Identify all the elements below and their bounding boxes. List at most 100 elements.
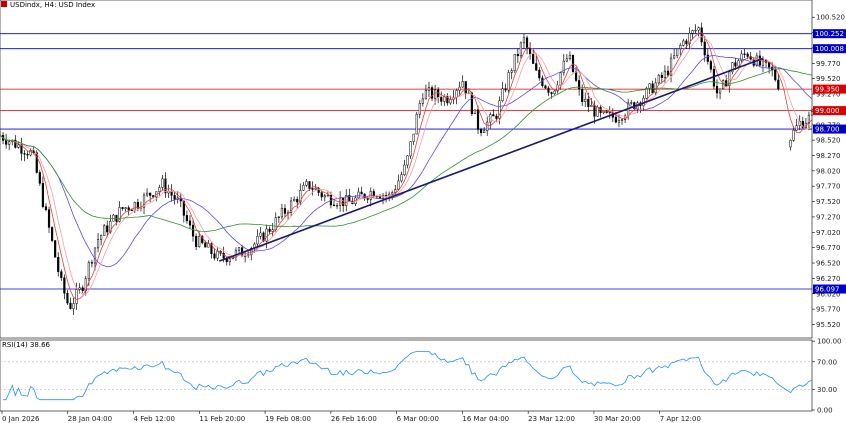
candle-body xyxy=(740,53,743,61)
x-tick-label: 30 Mar 20:00 xyxy=(594,415,641,423)
candle-body xyxy=(504,88,507,91)
y-tick-label: 95.770 xyxy=(816,306,841,314)
candle-body xyxy=(308,181,311,189)
candle-body xyxy=(645,87,648,99)
x-tick-label: 19 Feb 08:00 xyxy=(265,415,311,423)
y-tick-label: 98.020 xyxy=(816,167,841,175)
y-tick-label: 96.520 xyxy=(816,260,841,268)
candle-body xyxy=(274,217,277,230)
candle-body xyxy=(673,55,676,59)
y-tick-label: 97.770 xyxy=(816,183,841,191)
candle-body xyxy=(305,181,308,186)
rsi-tick-label: 100.00 xyxy=(817,338,842,346)
moving-average-line xyxy=(0,68,813,232)
candle-body xyxy=(133,202,136,211)
candle-body xyxy=(271,229,274,232)
candle-body xyxy=(406,155,409,166)
y-tick-label: 97.520 xyxy=(816,198,841,206)
x-tick-label: 7 Apr 12:00 xyxy=(660,415,701,423)
candle-body xyxy=(774,69,777,81)
candle-body xyxy=(685,40,688,45)
candle-body xyxy=(57,257,60,272)
candle-body xyxy=(23,153,26,155)
candle-body xyxy=(437,89,440,98)
level-tag-label: 99.350 xyxy=(815,86,840,94)
chart-title: USDindx, H4: USD Index xyxy=(10,1,95,9)
x-tick-label: 28 Jan 04:00 xyxy=(68,415,112,423)
candle-body xyxy=(161,178,164,188)
candle-body xyxy=(412,133,415,142)
candle-body xyxy=(715,86,719,94)
candle-body xyxy=(130,209,133,212)
candle-body xyxy=(210,243,213,254)
candle-body xyxy=(559,72,562,86)
rsi-tick-label: 70.00 xyxy=(817,358,837,366)
y-tick-label: 97.270 xyxy=(816,213,841,221)
level-tag xyxy=(813,124,846,134)
candle-body xyxy=(440,97,443,102)
candle-body xyxy=(87,262,90,280)
candle-body xyxy=(185,215,189,222)
candle-body xyxy=(734,62,737,67)
candle-body xyxy=(761,59,765,66)
candle-body xyxy=(421,98,424,104)
candle-body xyxy=(41,183,44,207)
candle-body xyxy=(706,54,709,62)
y-tick-label: 96.020 xyxy=(816,290,841,298)
candle-body xyxy=(679,45,682,50)
candle-body xyxy=(204,242,207,248)
candle-body xyxy=(360,191,363,195)
y-tick-label: 97.020 xyxy=(816,229,841,237)
level-tag xyxy=(813,29,846,39)
candle-body xyxy=(688,32,691,45)
candle-body xyxy=(550,92,553,94)
candle-body xyxy=(259,232,262,237)
candle-body xyxy=(553,90,556,94)
candle-body xyxy=(268,228,271,232)
candle-body xyxy=(394,189,397,193)
trendline[interactable] xyxy=(218,57,764,262)
candle-body xyxy=(69,302,72,309)
candle-body xyxy=(587,98,590,108)
candle-body xyxy=(694,29,697,32)
candle-body xyxy=(195,236,198,247)
candle-body xyxy=(746,53,749,57)
candle-body xyxy=(182,200,185,216)
candle-body xyxy=(544,85,547,89)
candle-body xyxy=(718,88,722,94)
candle-body xyxy=(29,150,32,156)
rsi-tick-label: 0.00 xyxy=(817,407,833,415)
candle-body xyxy=(357,191,360,199)
candle-body xyxy=(660,74,663,78)
candle-body xyxy=(198,236,201,247)
candle-body xyxy=(142,194,146,208)
candle-body xyxy=(54,240,57,258)
candle-body xyxy=(256,236,259,245)
y-tick-label: 96.270 xyxy=(816,275,841,283)
candle-body xyxy=(578,80,581,90)
rsi-label: RSI(14) 38.66 xyxy=(2,341,51,349)
candle-body xyxy=(789,140,792,148)
candle-body xyxy=(191,224,195,237)
candle-body xyxy=(476,109,480,130)
candle-body xyxy=(535,63,538,71)
candle-body xyxy=(179,197,182,202)
candle-body xyxy=(743,53,746,55)
y-tick-label: 96.770 xyxy=(816,244,841,252)
candle-body xyxy=(78,287,81,290)
candle-body xyxy=(100,235,103,240)
x-tick-label: 11 Feb 20:00 xyxy=(199,415,245,423)
candle-body xyxy=(682,40,685,46)
candle-body xyxy=(614,116,617,123)
candle-body xyxy=(529,48,532,55)
y-tick-label: 99.770 xyxy=(816,60,841,68)
level-tag xyxy=(813,44,846,54)
candle-body xyxy=(584,98,587,103)
candle-body xyxy=(326,195,329,197)
candle-body xyxy=(430,87,434,99)
x-tick-label: 26 Feb 16:00 xyxy=(331,415,377,423)
candle-body xyxy=(332,204,336,207)
y-tick-label: 98.270 xyxy=(816,152,841,160)
candle-body xyxy=(293,198,296,202)
